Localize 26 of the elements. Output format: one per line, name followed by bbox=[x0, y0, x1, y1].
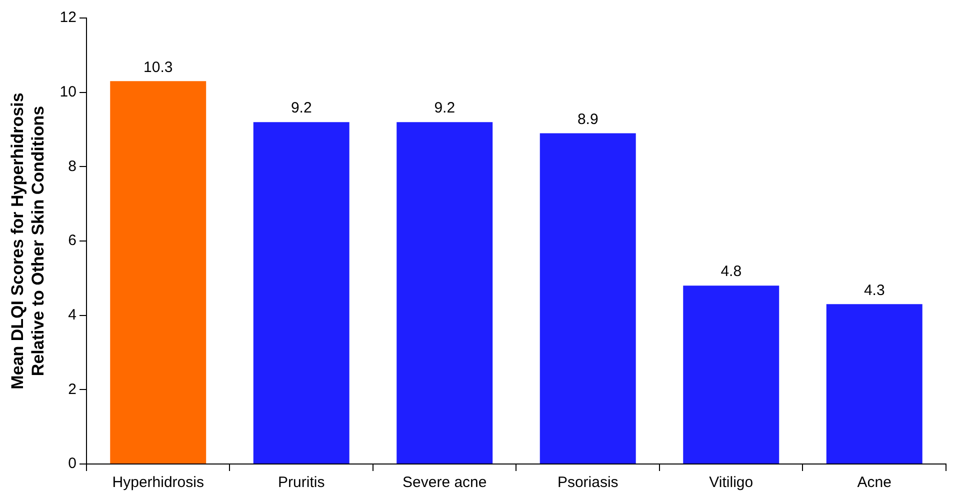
bar bbox=[540, 133, 636, 464]
bar bbox=[826, 304, 922, 464]
data-label: 4.8 bbox=[720, 263, 742, 280]
bar bbox=[110, 81, 206, 464]
data-label: 4.3 bbox=[864, 282, 885, 299]
bar bbox=[396, 122, 493, 464]
x-tick-label: Vitiligo bbox=[709, 474, 754, 492]
x-tick-label: Psoriasis bbox=[557, 474, 618, 492]
bar bbox=[683, 286, 780, 464]
y-tick-label: 0 bbox=[68, 455, 76, 472]
y-tick-label: 12 bbox=[60, 9, 76, 26]
y-tick-label: 6 bbox=[68, 232, 76, 250]
x-tick-label: Hyperhidrosis bbox=[112, 474, 204, 492]
y-tick-label: 8 bbox=[68, 158, 76, 175]
x-tick-label: Pruritis bbox=[278, 474, 325, 492]
data-label: 9.2 bbox=[434, 100, 456, 117]
y-tick-label: 2 bbox=[68, 380, 76, 398]
x-tick-label: Severe acne bbox=[402, 474, 487, 492]
data-label: 9.2 bbox=[290, 100, 312, 117]
x-tick-label: Acne bbox=[857, 474, 892, 492]
y-axis-title: Mean DLQI Scores for Hyperhidrosis Relative to Other Skin Conditions bbox=[8, 92, 48, 390]
data-label: 8.9 bbox=[577, 110, 598, 128]
y-tick-label: 10 bbox=[60, 83, 76, 100]
bar bbox=[253, 122, 350, 464]
y-tick-label: 4 bbox=[68, 306, 76, 324]
data-label: 10.3 bbox=[144, 58, 173, 76]
